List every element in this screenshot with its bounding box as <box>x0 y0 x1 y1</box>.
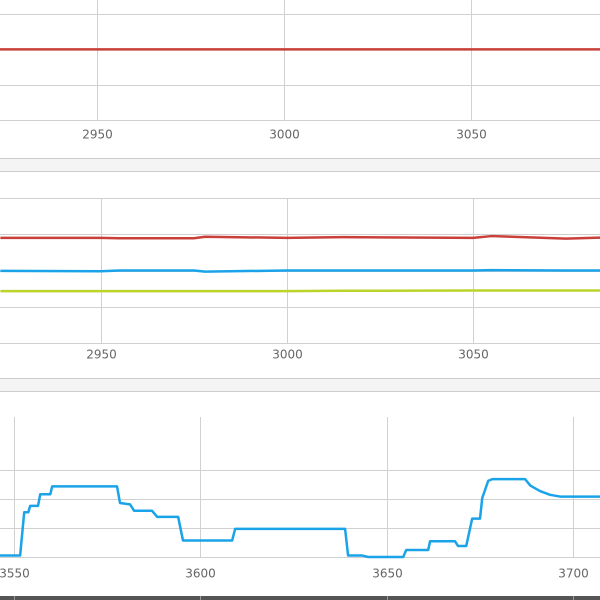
x-tick-label: 3650 <box>372 567 403 581</box>
chart: 2950 3000 3050 <box>0 0 600 142</box>
x-tick-label: 3000 <box>269 128 300 142</box>
x-tick-label: 3550 <box>0 567 30 581</box>
series-group <box>0 477 600 559</box>
data-line <box>0 268 600 273</box>
x-tick-label: 3000 <box>272 348 303 362</box>
data-line <box>0 234 600 240</box>
series-group <box>0 234 600 293</box>
panel-gap <box>0 158 600 172</box>
x-tick-label: 3050 <box>458 348 489 362</box>
x-tick-label: 3050 <box>456 128 487 142</box>
panel-gap <box>0 378 600 392</box>
x-tick-label: 2950 <box>86 348 117 362</box>
data-line <box>0 477 600 559</box>
scrollbar <box>0 596 600 600</box>
data-line <box>0 289 600 293</box>
x-tick-label: 3600 <box>185 567 216 581</box>
x-tick-label: 3700 <box>558 567 589 581</box>
chart: 2950 3000 3050 <box>0 198 600 362</box>
x-tick-label: 2950 <box>82 128 113 142</box>
chart: 3550 3600 3650 3700 <box>0 417 600 600</box>
